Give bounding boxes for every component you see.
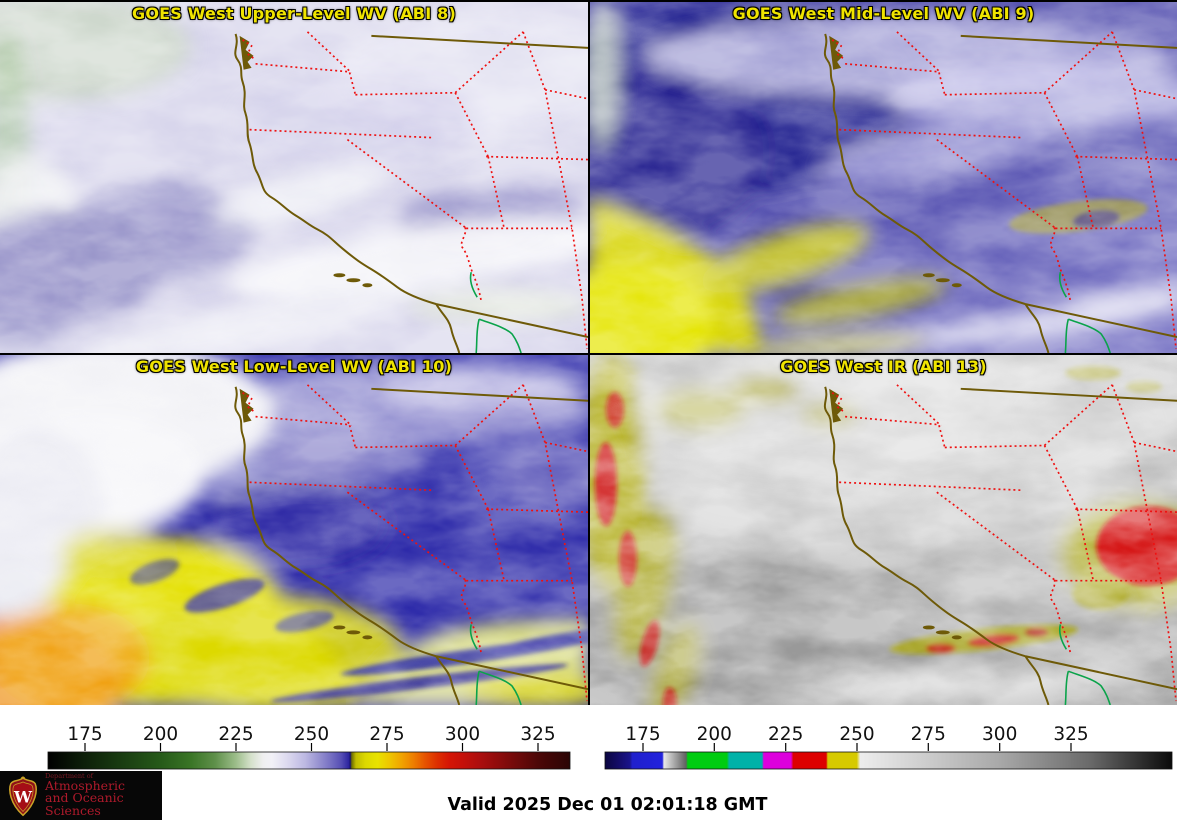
tick-marks xyxy=(84,743,539,751)
valid-timestamp: Valid 2025 Dec 01 02:01:18 GMT xyxy=(447,795,768,815)
upper-level-wv-image xyxy=(0,2,588,353)
colorbar-tick-labels: 175 200 225 250 275 300 325 xyxy=(67,724,555,745)
logo-line-3: and Oceanic Sciences xyxy=(45,790,124,819)
crest-monogram: W xyxy=(13,787,33,806)
colorbar-tick-labels: 175 200 225 250 275 300 325 xyxy=(625,724,1088,745)
footer-strip: 175 200 225 250 275 300 325 xyxy=(0,705,1177,820)
ir-image xyxy=(590,355,1177,705)
panel-upper-level-wv: GOES West Upper-Level WV (ABI 8) xyxy=(0,2,588,353)
logo-line-1: Department of xyxy=(45,772,94,781)
tick-label: 250 xyxy=(294,724,329,745)
tick-label: 325 xyxy=(520,724,555,745)
tick-label: 250 xyxy=(839,724,874,745)
panel-mid-level-wv: GOES West Mid-Level WV (ABI 9) xyxy=(590,2,1177,353)
uw-crest-icon: W xyxy=(9,776,37,816)
tick-label: 275 xyxy=(911,724,946,745)
logo-line-2: Atmospheric xyxy=(45,777,126,793)
tick-label: 225 xyxy=(218,724,253,745)
gradient-bar xyxy=(604,751,1173,770)
tick-label: 175 xyxy=(67,724,102,745)
low-level-wv-image xyxy=(0,355,588,705)
aos-logo: W Department of Atmospheric and Oceanic … xyxy=(0,771,162,820)
colorbar-ir: 175 200 225 250 275 300 325 xyxy=(604,724,1173,770)
gradient-bar xyxy=(47,751,571,770)
tick-label: 200 xyxy=(143,724,178,745)
panel-title: GOES West Low-Level WV (ABI 10) xyxy=(135,357,453,376)
tick-marks xyxy=(642,743,1072,751)
tick-label: 300 xyxy=(445,724,480,745)
logo-text: Department of Atmospheric and Oceanic Sc… xyxy=(45,773,162,818)
tick-label: 300 xyxy=(982,724,1017,745)
tick-label: 175 xyxy=(625,724,660,745)
panel-low-level-wv: GOES West Low-Level WV (ABI 10) xyxy=(0,355,588,705)
panel-title: GOES West Mid-Level WV (ABI 9) xyxy=(732,4,1035,23)
panel-title: GOES West IR (ABI 13) xyxy=(780,357,987,376)
panel-ir: GOES West IR (ABI 13) xyxy=(590,355,1177,705)
tick-label: 225 xyxy=(768,724,803,745)
tick-label: 200 xyxy=(697,724,732,745)
mid-level-wv-image xyxy=(590,2,1177,353)
panel-title: GOES West Upper-Level WV (ABI 8) xyxy=(132,4,456,23)
tick-label: 325 xyxy=(1053,724,1088,745)
tick-label: 275 xyxy=(369,724,404,745)
colorbar-wv: 175 200 225 250 275 300 325 xyxy=(47,724,571,770)
